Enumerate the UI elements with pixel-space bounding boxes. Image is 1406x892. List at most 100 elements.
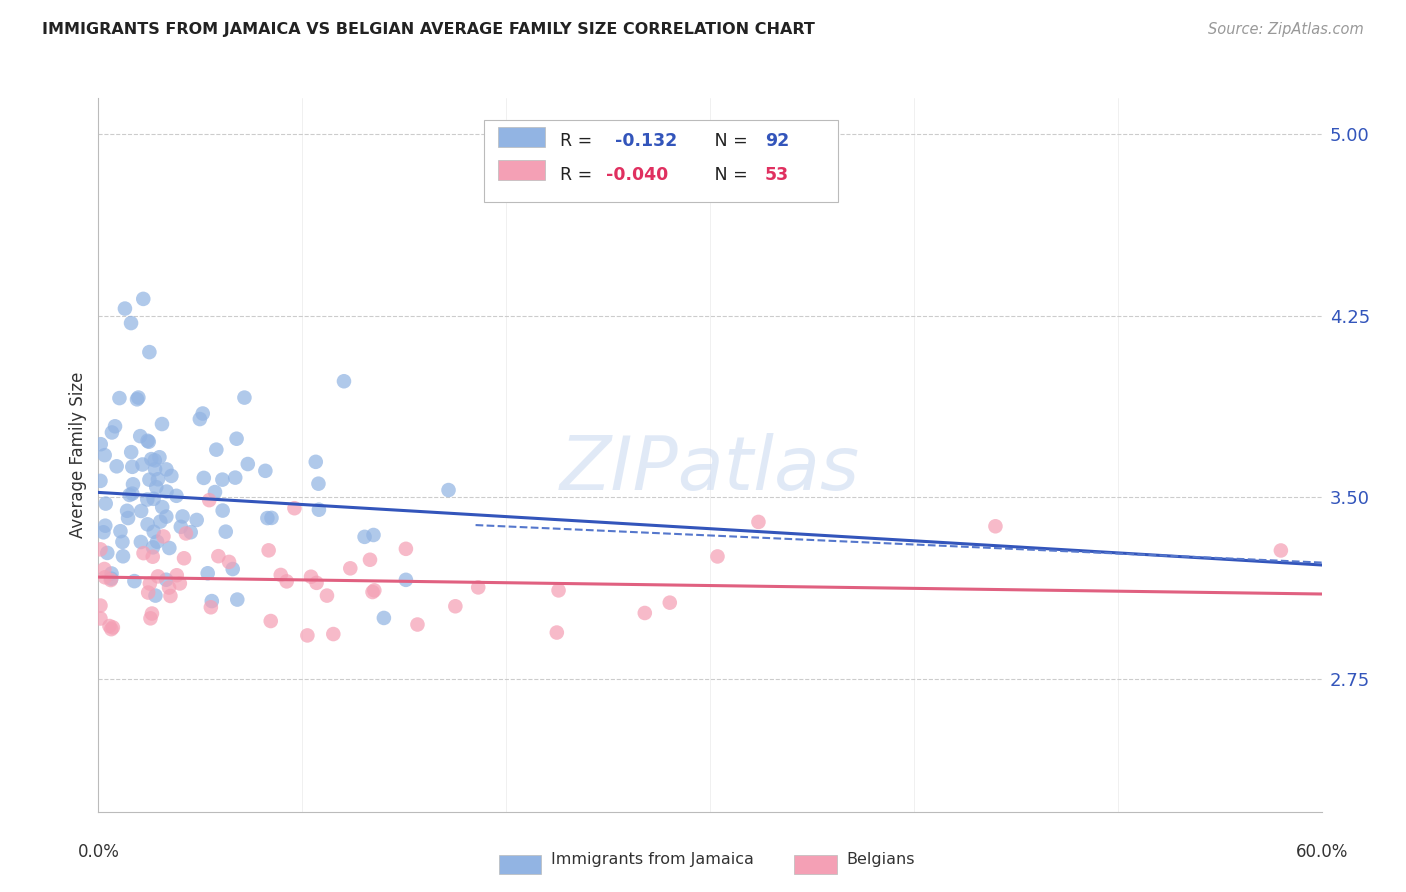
Point [149, 515, 172, 529]
Point [145, 480, 167, 494]
Point [101, 425, 124, 440]
Point [159, 589, 181, 603]
Point [218, 555, 240, 569]
Point [173, 551, 195, 566]
Point [283, 501, 305, 516]
Point [444, 599, 467, 614]
Point [131, 458, 153, 472]
Point [89, 474, 111, 488]
Point [138, 345, 160, 359]
Point [363, 528, 385, 542]
Point [157, 541, 180, 555]
Point [150, 500, 173, 515]
Point [89, 542, 111, 557]
Point [136, 585, 159, 599]
Point [254, 464, 277, 478]
Point [111, 535, 134, 549]
Point [127, 391, 149, 405]
Point [93, 448, 115, 462]
Point [307, 476, 329, 491]
Point [197, 566, 219, 581]
Point [89, 611, 111, 625]
Point [211, 503, 233, 517]
Text: 92: 92 [765, 132, 789, 151]
Point [172, 509, 194, 524]
Point [142, 524, 165, 539]
Point [165, 489, 187, 503]
Point [111, 549, 134, 564]
Point [270, 568, 292, 582]
Point [122, 477, 145, 491]
Point [129, 429, 152, 443]
Point [152, 529, 174, 543]
Point [136, 434, 159, 448]
Point [89, 599, 111, 613]
Point [155, 462, 177, 476]
Point [170, 520, 193, 534]
Point [339, 561, 361, 575]
FancyBboxPatch shape [498, 161, 546, 180]
Point [146, 569, 169, 583]
Point [467, 581, 489, 595]
Point [437, 483, 460, 497]
Text: 0.0%: 0.0% [77, 843, 120, 861]
Point [100, 622, 122, 636]
Point [139, 611, 162, 625]
Point [94, 497, 117, 511]
Point [155, 573, 177, 587]
Point [145, 589, 167, 603]
Point [124, 574, 146, 588]
Text: N =: N = [697, 132, 754, 151]
Point [276, 574, 298, 589]
Point [117, 511, 139, 525]
Point [120, 316, 142, 330]
FancyBboxPatch shape [498, 127, 546, 146]
Point [132, 546, 155, 560]
Point [260, 511, 283, 525]
Point [308, 502, 330, 516]
Point [395, 573, 418, 587]
Point [363, 583, 385, 598]
Point [322, 627, 344, 641]
FancyBboxPatch shape [484, 120, 838, 202]
Point [224, 470, 246, 484]
Point [93, 562, 115, 576]
Text: Belgians: Belgians [846, 853, 915, 867]
Point [373, 611, 395, 625]
Point [141, 452, 163, 467]
Point [200, 600, 222, 615]
Point [191, 407, 214, 421]
Point [305, 455, 328, 469]
Point [94, 570, 117, 584]
Point [226, 592, 249, 607]
Point [94, 518, 117, 533]
Point [100, 573, 122, 587]
Point [395, 541, 418, 556]
Text: 60.0%: 60.0% [1295, 843, 1348, 861]
Point [100, 566, 122, 581]
Point [406, 617, 429, 632]
Point [198, 493, 221, 508]
Text: -0.132: -0.132 [614, 132, 676, 151]
Point [108, 391, 131, 405]
Text: R =: R = [560, 166, 598, 184]
Point [215, 524, 238, 539]
Point [142, 549, 165, 564]
Point [225, 432, 247, 446]
Point [157, 581, 180, 595]
Point [299, 570, 322, 584]
Point [121, 486, 143, 500]
Point [359, 553, 381, 567]
Point [150, 417, 173, 431]
Point [101, 620, 124, 634]
Point [138, 473, 160, 487]
Point [747, 515, 769, 529]
Point [132, 292, 155, 306]
Point [257, 543, 280, 558]
Point [148, 450, 170, 465]
Point [146, 534, 169, 549]
Point [316, 589, 339, 603]
Point [114, 301, 136, 316]
Text: -0.040: -0.040 [606, 166, 668, 184]
Point [142, 541, 165, 555]
